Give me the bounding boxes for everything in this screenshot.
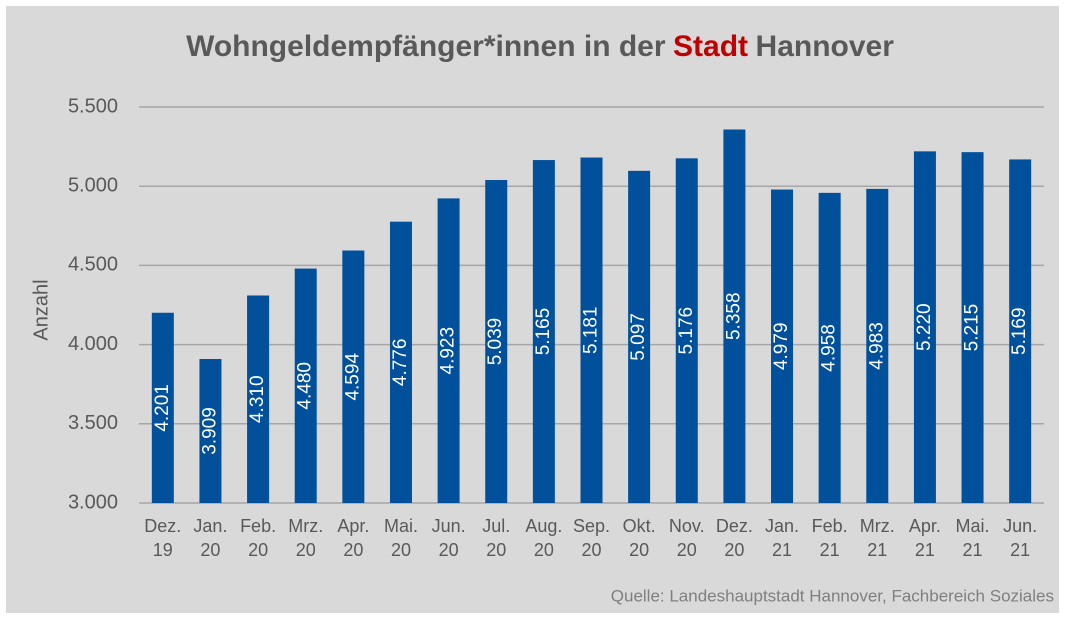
y-tick-label: 5.000: [68, 174, 118, 196]
value-label: 4.979: [771, 322, 792, 370]
x-tick-label: Okt.: [623, 516, 656, 536]
x-tick-label: 20: [629, 540, 649, 560]
x-tick-label: 21: [772, 540, 792, 560]
bar: [580, 157, 603, 503]
x-tick-label: Dez.: [144, 516, 181, 536]
x-tick-label: Apr.: [909, 516, 941, 536]
value-label: 4.983: [866, 322, 887, 370]
x-tick-label: 20: [439, 540, 459, 560]
x-tick-label: 20: [391, 540, 411, 560]
bar: [247, 295, 270, 503]
bar: [151, 312, 174, 503]
bar: [1009, 159, 1032, 503]
value-label: 5.097: [628, 313, 649, 361]
bar: [818, 192, 841, 504]
value-label: 4.776: [390, 339, 411, 387]
bar: [485, 180, 508, 503]
bar: [913, 151, 936, 504]
bar: [628, 170, 651, 503]
value-label: 4.310: [247, 375, 268, 423]
value-label: 5.165: [533, 308, 554, 356]
bar: [294, 268, 317, 503]
chart-title: Wohngeldempfänger*innen in der Stadt Hanno…: [186, 30, 894, 63]
x-tick-label: Jan.: [765, 516, 799, 536]
title-part: Stadt: [673, 30, 748, 63]
y-axis-label: Anzahl: [30, 279, 52, 340]
x-tick-label: Jan.: [193, 516, 227, 536]
value-label: 5.181: [581, 306, 602, 354]
bar: [437, 198, 460, 504]
x-tick-label: 20: [724, 540, 744, 560]
title-part: Hannover: [756, 30, 895, 63]
bar: [723, 129, 746, 503]
source: Quelle: Landeshauptstadt Hannover, Fachb…: [611, 586, 1054, 605]
x-tick-label: 21: [867, 540, 887, 560]
x-tick-label: Aug.: [525, 516, 562, 536]
value-label: 3.909: [199, 407, 220, 455]
value-label: 5.215: [962, 304, 983, 352]
title-part: Wohngeldempfänger*innen in der: [186, 30, 666, 63]
x-tick-label: Sep.: [573, 516, 610, 536]
x-tick-label: 21: [1010, 540, 1030, 560]
x-tick-label: Apr.: [337, 516, 369, 536]
value-label: 4.923: [438, 327, 459, 375]
y-tick-label: 4.500: [68, 254, 118, 276]
bar: [961, 152, 984, 504]
x-tick-label: 20: [200, 540, 220, 560]
x-tick-label: Feb.: [812, 516, 848, 536]
x-tick-label: 21: [963, 540, 983, 560]
bar: [866, 188, 889, 503]
x-tick-label: Feb.: [240, 516, 276, 536]
x-tick-label: 20: [677, 540, 697, 560]
bar: [199, 359, 222, 503]
x-tick-label: 20: [296, 540, 316, 560]
value-label: 5.220: [914, 303, 935, 351]
x-tick-label: 20: [343, 540, 363, 560]
value-label: 5.176: [676, 307, 697, 355]
x-tick-label: Nov.: [669, 516, 705, 536]
value-label: 5.358: [723, 292, 744, 340]
x-tick-label: 20: [581, 540, 601, 560]
x-tick-label: Mai.: [384, 516, 418, 536]
value-label: 4.594: [342, 353, 363, 401]
x-tick-label: Jul.: [482, 516, 510, 536]
value-label: 5.039: [485, 318, 506, 366]
value-label: 4.201: [152, 384, 173, 432]
value-label: 4.958: [819, 324, 840, 372]
x-tick-label: Jun.: [1003, 516, 1037, 536]
y-tick-label: 3.500: [68, 412, 118, 434]
bar: [771, 189, 794, 503]
x-tick-label: Mrz.: [288, 516, 323, 536]
bar: [342, 250, 365, 503]
x-tick-label: Dez.: [716, 516, 753, 536]
bar: [532, 160, 555, 503]
x-tick-label: 20: [534, 540, 554, 560]
bar: [389, 221, 412, 504]
bar: [675, 158, 698, 503]
x-tick-label: 21: [915, 540, 935, 560]
x-tick-label: 20: [486, 540, 506, 560]
x-tick-label: Mrz.: [860, 516, 895, 536]
x-tick-label: Mai.: [956, 516, 990, 536]
y-tick-label: 3.000: [68, 491, 118, 513]
value-label: 5.169: [1009, 307, 1030, 355]
x-tick-label: 21: [820, 540, 840, 560]
x-tick-label: Jun.: [432, 516, 466, 536]
x-tick-label: 20: [248, 540, 268, 560]
y-tick-label: 5.500: [68, 95, 118, 117]
y-tick-label: 4.000: [68, 333, 118, 355]
value-label: 4.480: [295, 362, 316, 410]
x-tick-label: 19: [153, 540, 173, 560]
